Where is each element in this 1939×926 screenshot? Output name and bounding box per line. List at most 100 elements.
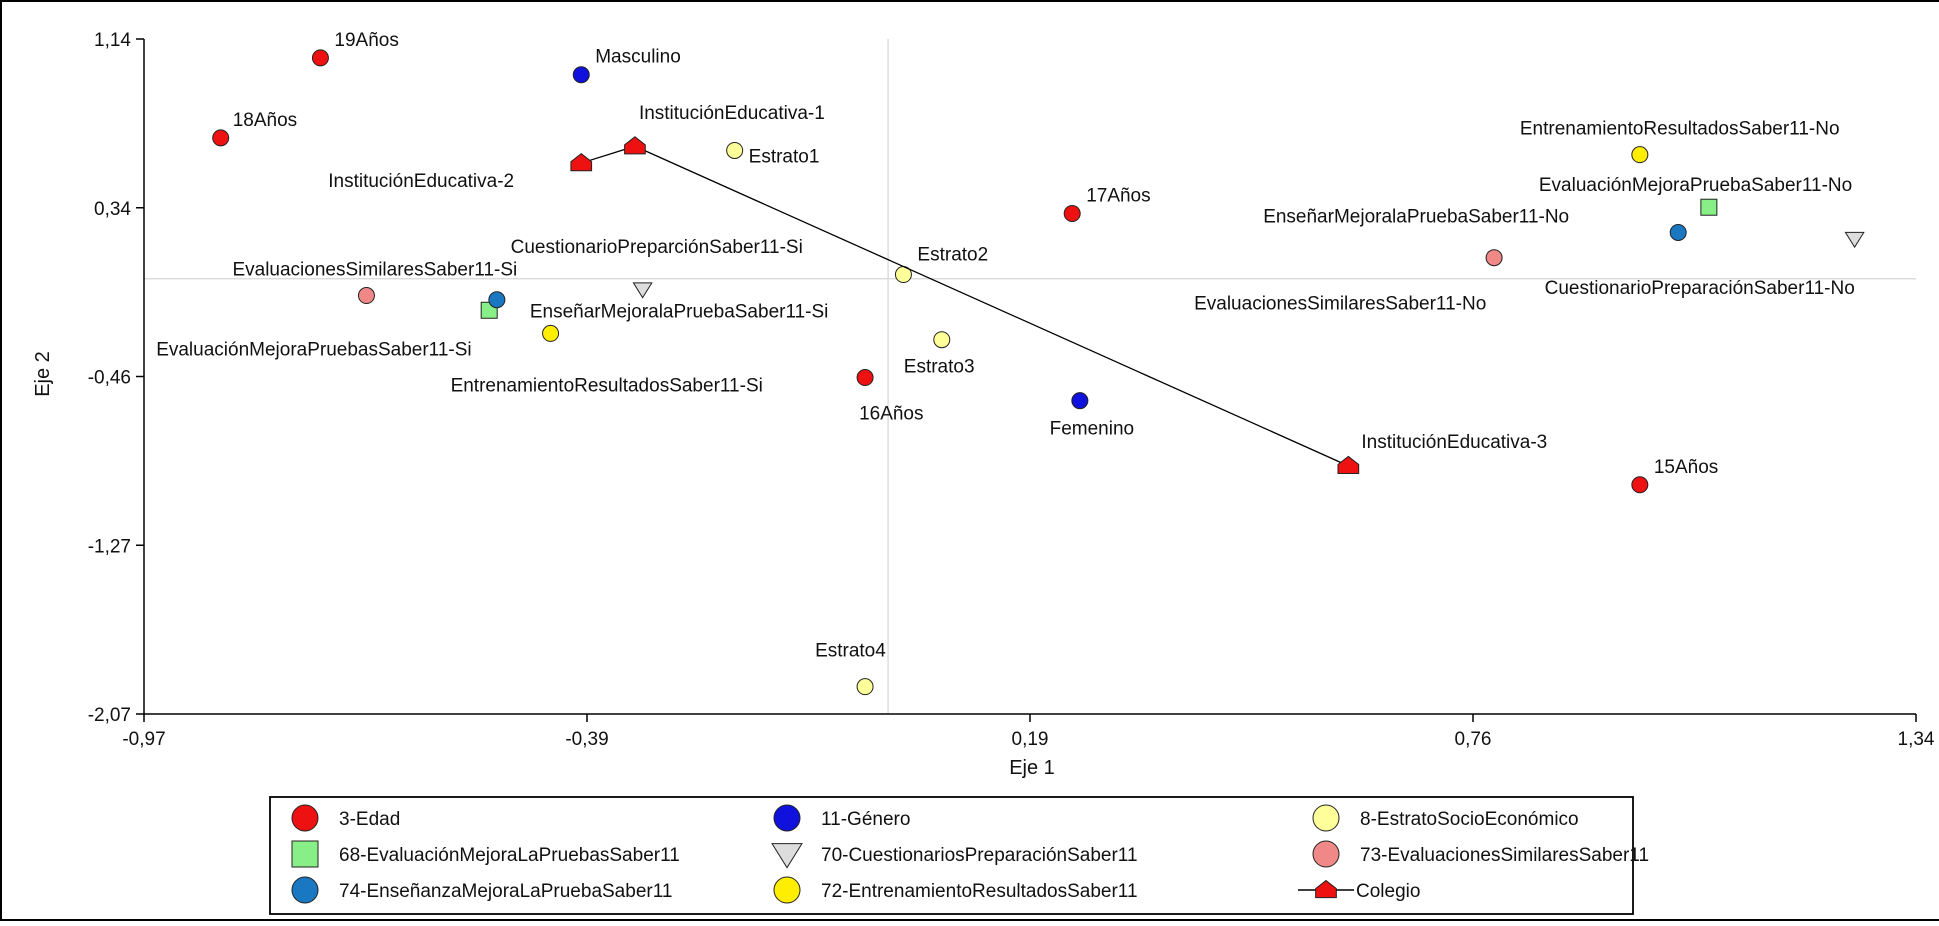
axes: -0,97 -0,39 0,19 0,76 1,34 1,14 0,34 -0,46 -1,27… (88, 30, 1935, 750)
point-ensenarmejoralapruebasaber11-no (1669, 223, 1687, 241)
legend-item-3-edad: 3-Edad (291, 804, 400, 832)
y-tick-label: -1,27 (88, 536, 131, 557)
point-ensenarmejoralapruebasaber11-si (488, 291, 506, 309)
point-institucioneducativa-3 (1337, 455, 1360, 475)
point-label: Estrato4 (815, 641, 886, 662)
x-tick-label: 1,34 (1898, 729, 1935, 750)
series-73-evaluacionessimilaressaber11: EvaluacionesSimilaresSaber11-Si Evaluacio… (232, 249, 1503, 315)
point-evaluacionessimilaressaber11-no (1485, 249, 1503, 267)
point-label: EvaluacionesSimilaresSaber11-Si (232, 260, 517, 281)
point-femenino (1071, 392, 1089, 410)
point-label: CuestionarioPreparaciónSaber11-No (1545, 278, 1855, 299)
point-label: EnseñarMejoralaPruebaSaber11-Si (530, 302, 829, 323)
legend-label: 3-Edad (339, 809, 400, 830)
legend-circle-icon (1312, 840, 1340, 868)
legend-circle-icon (291, 876, 319, 904)
legend-pentagon-icon (1315, 879, 1337, 899)
point-label: 19Años (334, 30, 398, 51)
point-label: EntrenamientoResultadosSaber11-No (1520, 119, 1840, 140)
point-label: InstituciónEducativa-1 (639, 103, 825, 124)
point-label: Estrato1 (749, 146, 820, 167)
point-18anos (212, 129, 230, 147)
series-72-entrenamientoresultadossaber11: EntrenamientoResultadosSaber11-Si Entrena… (451, 119, 1840, 397)
legend-circle-icon (773, 876, 801, 904)
point-entrenamientoresultadossaber11-no (1631, 146, 1649, 164)
point-label: EvaluacionesSimilaresSaber11-No (1194, 294, 1486, 315)
point-estrato3 (933, 331, 951, 349)
point-institucioneducativa-2 (570, 152, 593, 172)
legend-circle-icon (773, 804, 801, 832)
x-tick-label: 0,76 (1455, 729, 1492, 750)
point-16anos (856, 369, 874, 387)
point-label: 17Años (1086, 186, 1150, 207)
legend-label: 68-EvaluaciónMejoraLaPruebasSaber11 (339, 845, 680, 866)
legend-square-icon (291, 840, 319, 868)
series-74-ensenanzamejoralapruebasaber11: EnseñarMejoralaPruebaSaber11-Si EnseñarMe… (488, 206, 1687, 323)
legend-circle-icon (1312, 804, 1340, 832)
point-label: EvaluaciónMejoraPruebaSaber11-No (1539, 175, 1852, 196)
y-tick-label: -2,07 (88, 705, 131, 726)
point-17anos (1063, 205, 1081, 223)
x-axis-label: Eje 1 (1009, 757, 1055, 779)
point-label: EnseñarMejoralaPruebaSaber11-No (1263, 206, 1569, 227)
legend-label: Colegio (1356, 881, 1420, 902)
point-label: Estrato2 (917, 245, 988, 266)
series-68-evaluacionmejoralapruebassaber11: EvaluaciónMejoraPruebasSaber11-Si Evaluac… (156, 175, 1852, 360)
series-70-cuestionariospreparacionsaber11: CuestionarioPreparciónSaber11-Si Cuestion… (511, 231, 1865, 299)
point-label: EntrenamientoResultadosSaber11-Si (451, 375, 763, 396)
point-label: 16Años (859, 404, 923, 425)
point-label: Masculino (595, 47, 681, 68)
series-colegio: InstituciónEducativa-2 InstituciónEducati… (328, 103, 1547, 475)
point-cuestionariopreparcionsaber11-si (632, 282, 653, 299)
legend-label: 73-EvaluacionesSimilaresSaber11 (1360, 845, 1649, 866)
legend-label: 72-EntrenamientoResultadosSaber11 (821, 881, 1138, 902)
legend-item-74-ensenanzamejoralapruebasaber11: 74-EnseñanzaMejoraLaPruebaSaber11 (291, 876, 672, 904)
y-tick-label: -0,46 (88, 368, 131, 389)
point-evaluacionessimilaressaber11-si (357, 287, 375, 305)
legend-box (269, 796, 1634, 915)
point-label: Femenino (1050, 419, 1135, 440)
series-8-estratosocioeconomico: Estrato1 Estrato2 Estrato3 Estrato4 (726, 141, 988, 696)
point-evaluacionmejorapruebasaber11-no (1700, 198, 1718, 216)
legend-label: 11-Género (821, 809, 910, 830)
series-3-edad: 19Años 18Años 17Años 16Años 15Años (212, 30, 1718, 494)
point-label: 18Años (233, 110, 297, 131)
point-estrato1 (726, 141, 744, 159)
point-label: EvaluaciónMejoraPruebasSaber11-Si (156, 339, 471, 360)
legend-item-73-evaluacionessimilaressaber11: 73-EvaluacionesSimilaresSaber11 (1312, 840, 1649, 868)
point-label: InstituciónEducativa-3 (1361, 432, 1547, 453)
legend-triangle-down-icon (771, 843, 803, 869)
legend-item-11-genero: 11-Género (773, 804, 910, 832)
point-label: CuestionarioPreparciónSaber11-Si (511, 237, 803, 258)
y-tick-label: 0,34 (94, 199, 131, 220)
legend-circle-icon (291, 804, 319, 832)
y-tick-label: 1,14 (94, 30, 131, 51)
legend-item-8-estratosocioeconomico: 8-EstratoSocioEconómico (1312, 804, 1579, 832)
x-tick-label: -0,39 (565, 729, 608, 750)
x-tick-label: 0,19 (1012, 729, 1049, 750)
legend: 3-Edad 11-Género 8-EstratoSocioEconómico 68… (269, 796, 1649, 915)
legend-item-colegio: Colegio (1298, 879, 1420, 902)
legend-item-68-evaluacionmejoralapruebassaber11: 68-EvaluaciónMejoraLaPruebasSaber11 (291, 840, 680, 868)
point-19anos (311, 49, 329, 67)
legend-label: 74-EnseñanzaMejoraLaPruebaSaber11 (339, 881, 672, 902)
legend-item-72-entrenamientoresultadossaber11: 72-EntrenamientoResultadosSaber11 (773, 876, 1138, 904)
y-axis-label: Eje 2 (32, 351, 54, 397)
legend-item-70-cuestionariospreparacionsaber11: 70-CuestionariosPreparaciónSaber11 (771, 843, 1138, 869)
point-label: Estrato3 (904, 357, 975, 378)
point-label: 15Años (1654, 457, 1718, 478)
plot-area: 19Años 18Años 17Años 16Años 15Años Masculino F… (144, 30, 1916, 714)
point-entrenamientoresultadossaber11-si (542, 324, 560, 342)
point-label: InstituciónEducativa-2 (328, 171, 514, 192)
point-masculino (572, 66, 590, 84)
point-estrato4 (856, 678, 874, 696)
point-cuestionariopreparacionsaber11-no (1844, 231, 1865, 249)
series-11-genero: Masculino Femenino (572, 47, 1135, 440)
x-tick-label: -0,97 (122, 729, 165, 750)
point-institucioneducativa-1 (624, 136, 646, 155)
legend-label: 8-EstratoSocioEconómico (1360, 809, 1579, 830)
point-15anos (1631, 476, 1649, 494)
legend-label: 70-CuestionariosPreparaciónSaber11 (821, 845, 1138, 866)
